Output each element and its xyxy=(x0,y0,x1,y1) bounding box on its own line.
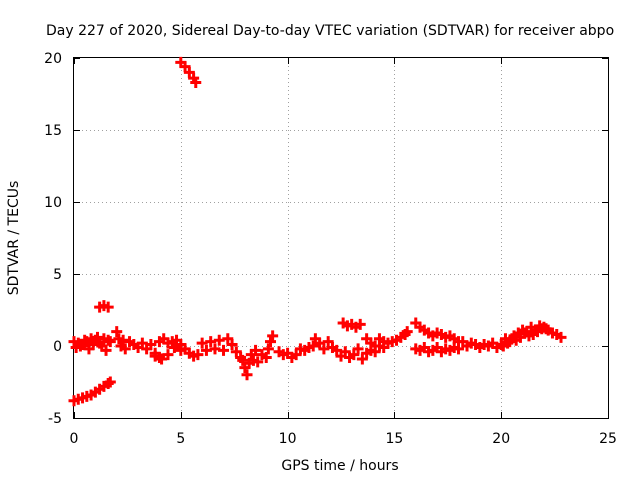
data-point xyxy=(213,334,225,346)
data-point xyxy=(307,340,319,352)
data-point xyxy=(352,343,364,355)
data-point xyxy=(141,343,153,355)
data-point xyxy=(91,331,103,343)
y-tick-label: 5 xyxy=(53,267,62,283)
data-point xyxy=(158,333,170,345)
data-point xyxy=(514,331,526,343)
data-point xyxy=(487,337,499,349)
data-point xyxy=(314,337,326,349)
data-point xyxy=(179,61,191,73)
x-tick-labels: 0 5 10 15 20 25 xyxy=(70,431,617,447)
data-point xyxy=(156,353,168,365)
data-point xyxy=(555,331,567,343)
x-tick-label: 10 xyxy=(279,431,297,447)
y-tick-label: 10 xyxy=(44,195,62,211)
data-point xyxy=(250,344,262,356)
data-point xyxy=(111,326,123,338)
data-point xyxy=(331,344,343,356)
data-point xyxy=(222,333,234,345)
chart-title: Day 227 of 2020, Sidereal Day-to-day VTE… xyxy=(46,23,614,39)
data-point xyxy=(162,349,174,361)
x-tick-label: 25 xyxy=(599,431,617,447)
data-point xyxy=(168,341,180,353)
data-point xyxy=(356,353,368,365)
data-point xyxy=(318,343,330,355)
y-tick-label: 15 xyxy=(44,123,62,139)
data-point xyxy=(457,336,469,348)
x-axis-label: GPS time / hours xyxy=(281,458,398,474)
data-point xyxy=(119,343,131,355)
x-tick-label: 5 xyxy=(176,431,185,447)
data-point xyxy=(132,341,144,353)
data-point xyxy=(87,339,99,351)
data-point xyxy=(262,343,274,355)
data-point xyxy=(200,344,212,356)
data-point xyxy=(401,326,413,338)
data-point xyxy=(175,56,187,68)
y-tick-label: -5 xyxy=(48,411,62,427)
data-point xyxy=(102,301,114,313)
data-point xyxy=(282,347,294,359)
data-points xyxy=(68,56,567,407)
data-point xyxy=(265,336,277,348)
grid xyxy=(74,58,608,418)
data-point xyxy=(239,362,251,374)
data-point xyxy=(96,340,108,352)
data-point xyxy=(452,343,464,355)
data-point xyxy=(104,336,116,348)
data-point xyxy=(192,349,204,361)
data-point xyxy=(100,344,112,356)
data-point xyxy=(339,346,351,358)
data-point xyxy=(290,349,302,361)
data-point xyxy=(104,376,116,388)
y-axis-label: SDTVAR / TECUs xyxy=(6,181,22,296)
x-tick-label: 15 xyxy=(385,431,403,447)
data-point xyxy=(190,76,202,88)
data-point xyxy=(83,343,95,355)
x-tick-label: 20 xyxy=(492,431,510,447)
data-point xyxy=(149,350,161,362)
data-point xyxy=(361,333,373,345)
data-point xyxy=(410,317,422,329)
data-point xyxy=(335,350,347,362)
plot-frame xyxy=(73,57,609,419)
data-point xyxy=(218,344,230,356)
data-point xyxy=(241,369,253,381)
y-tick-label: 0 xyxy=(53,339,62,355)
data-point xyxy=(267,330,279,342)
data-point xyxy=(196,337,208,349)
data-point xyxy=(74,340,86,352)
data-point xyxy=(322,336,334,348)
data-point xyxy=(171,334,183,346)
data-point xyxy=(226,339,238,351)
data-point xyxy=(230,346,242,358)
data-point xyxy=(145,339,157,351)
data-point xyxy=(540,323,552,335)
data-point xyxy=(418,341,430,353)
data-point xyxy=(79,334,91,346)
data-point xyxy=(205,336,217,348)
data-point xyxy=(252,356,264,368)
data-point xyxy=(378,336,390,348)
y-tick-label: 20 xyxy=(44,51,62,67)
data-point xyxy=(245,349,257,361)
data-point xyxy=(502,337,514,349)
data-point xyxy=(309,333,321,345)
data-point xyxy=(354,318,366,330)
y-tick-labels: -5 0 5 10 15 20 xyxy=(44,51,62,427)
data-point xyxy=(175,344,187,356)
data-point xyxy=(369,340,381,352)
data-point xyxy=(431,341,443,353)
data-point xyxy=(209,343,221,355)
x-tick-label: 0 xyxy=(70,431,79,447)
data-point xyxy=(183,66,195,78)
data-point xyxy=(136,337,148,349)
axis-ticks xyxy=(74,58,609,419)
data-point xyxy=(260,352,272,364)
data-point xyxy=(237,354,249,366)
data-point xyxy=(348,349,360,361)
